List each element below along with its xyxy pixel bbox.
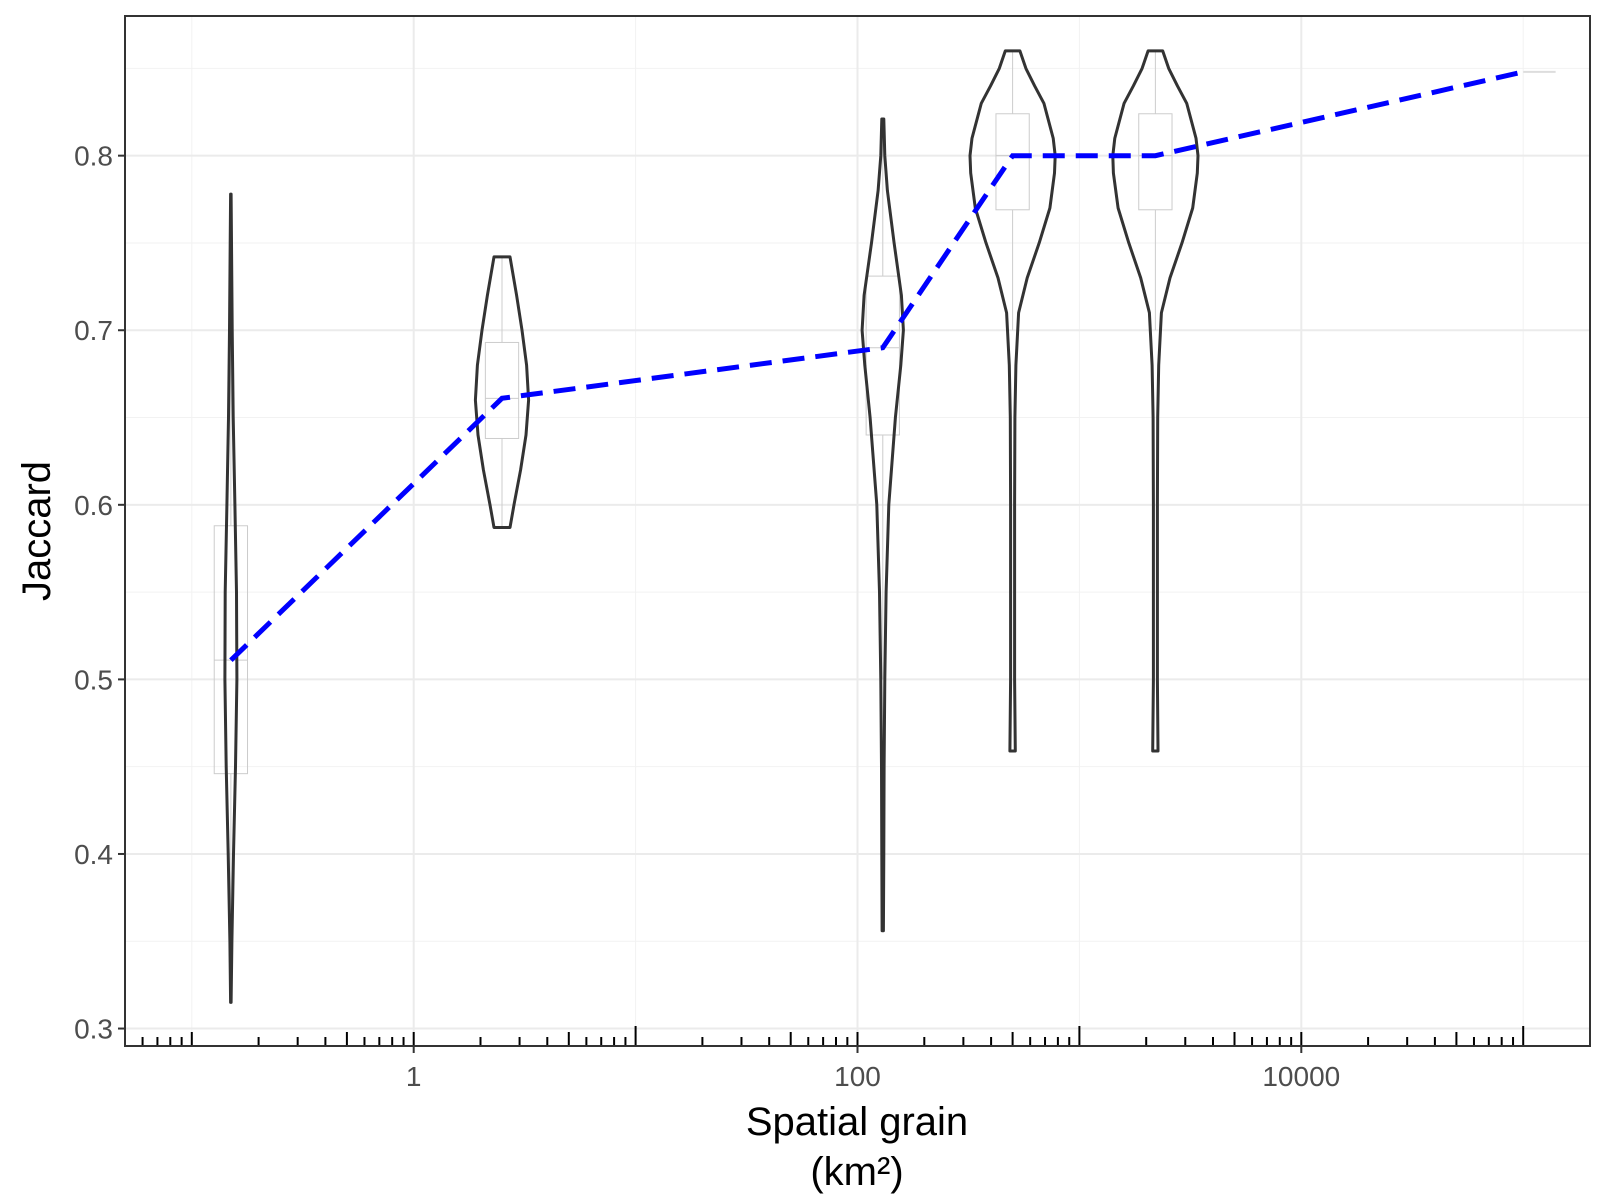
y-tick-label: 0.5 — [74, 664, 113, 695]
y-tick-label: 0.3 — [74, 1014, 113, 1045]
violin-3 — [860, 117, 905, 933]
box-iqr — [213, 525, 249, 775]
plot-border — [124, 15, 1591, 1047]
violins — [213, 49, 1200, 1004]
violin-outline — [968, 49, 1057, 753]
x-tick-label: 1 — [406, 1061, 422, 1092]
box-iqr — [995, 113, 1030, 211]
y-tick-label: 0.4 — [74, 839, 113, 870]
violin-outline — [223, 192, 239, 1004]
y-tick-label: 0.7 — [74, 315, 113, 346]
y-axis-title: Jaccard — [15, 461, 59, 601]
box-iqr — [484, 341, 520, 439]
x-tick-label: 10000 — [1262, 1061, 1340, 1092]
y-tick-label: 0.8 — [74, 141, 113, 172]
box-iqr — [1138, 113, 1173, 211]
x-axis-title: Spatial grain — [746, 1100, 968, 1144]
violin-1 — [213, 192, 249, 1004]
trend-series-1 — [229, 69, 1524, 662]
violin-outline — [860, 117, 905, 933]
y-tick-label: 0.6 — [74, 490, 113, 521]
violin-4 — [968, 49, 1057, 753]
x-axis-unit: (km²) — [810, 1150, 903, 1194]
grid-major — [125, 16, 1590, 1046]
x-tick-label: 100 — [834, 1061, 881, 1092]
box-iqr — [865, 275, 900, 436]
trend-line — [229, 69, 1556, 662]
violin-2 — [473, 255, 531, 529]
violin-outline — [473, 255, 531, 529]
violin-outline — [1111, 49, 1200, 753]
